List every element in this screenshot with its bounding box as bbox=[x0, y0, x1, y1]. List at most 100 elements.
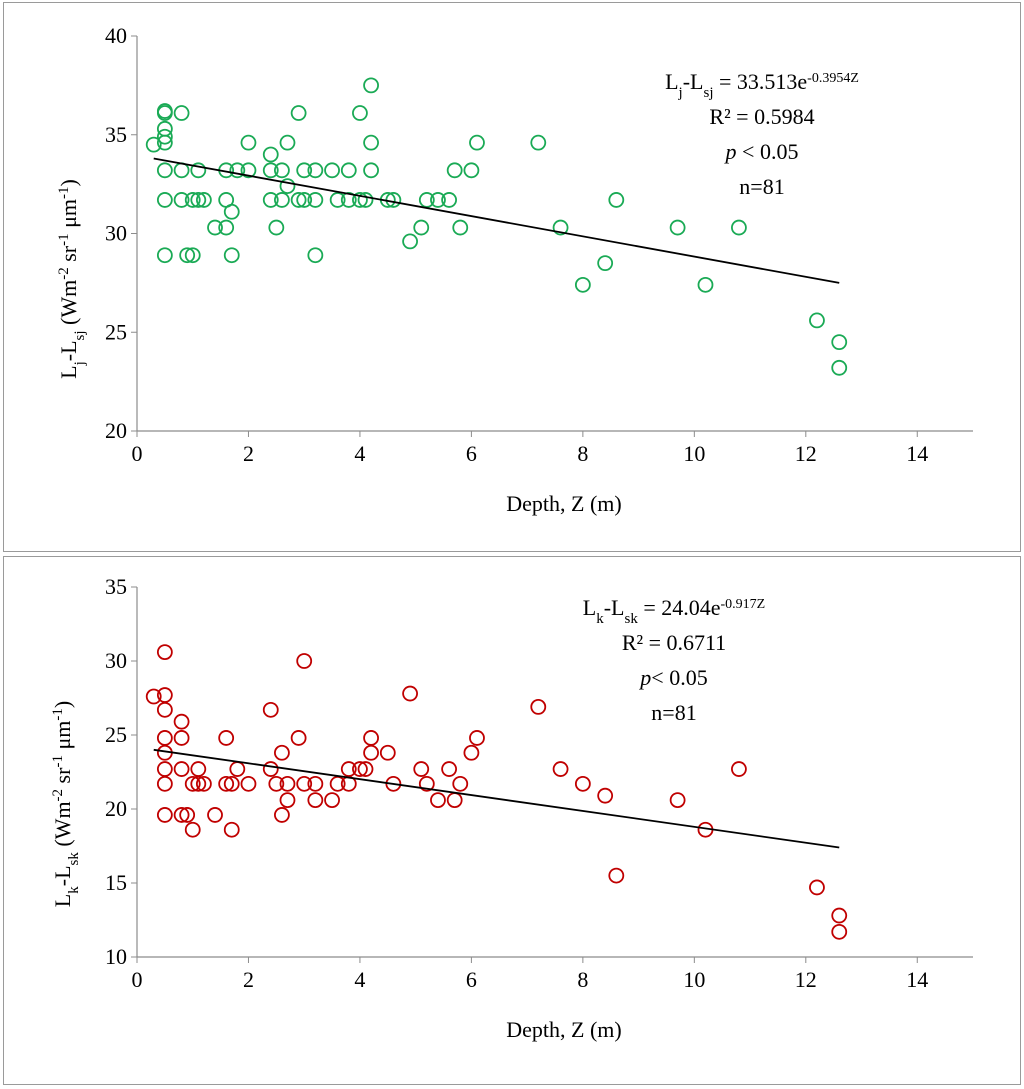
data-point bbox=[296, 653, 313, 669]
data-point bbox=[608, 867, 625, 884]
data-point bbox=[156, 730, 173, 746]
data-point bbox=[274, 162, 290, 179]
ylabel-unit-b: sr bbox=[56, 245, 81, 267]
x-tick-label: 10 bbox=[683, 967, 705, 992]
y-tick-label: 35 bbox=[105, 574, 127, 599]
data-point bbox=[173, 192, 190, 208]
data-point bbox=[190, 775, 207, 792]
data-point bbox=[430, 192, 446, 208]
x-tick-label: 4 bbox=[354, 967, 365, 992]
data-point bbox=[290, 192, 307, 208]
data-point bbox=[262, 761, 279, 777]
data-point bbox=[156, 192, 173, 208]
data-point bbox=[363, 730, 379, 746]
x-tick-label: 6 bbox=[466, 967, 477, 992]
tick-labels: 10 15 20 25 30 35 0 2 4 6 8 10 12 14 bbox=[105, 574, 928, 992]
trend-line bbox=[153, 157, 840, 284]
data-point bbox=[441, 192, 458, 208]
x-tick-label: 6 bbox=[466, 441, 477, 466]
data-point bbox=[156, 105, 173, 121]
data-point bbox=[262, 192, 279, 208]
data-point bbox=[352, 192, 368, 208]
ylabel-unit-a: (Wm bbox=[56, 280, 81, 331]
ylabel-sub2: sj bbox=[72, 330, 88, 340]
ylabel-sup3: -1 bbox=[50, 708, 66, 721]
data-point bbox=[307, 792, 324, 809]
data-point bbox=[831, 923, 848, 940]
ylabel-base: L bbox=[56, 365, 81, 378]
data-point bbox=[402, 685, 418, 702]
data-point bbox=[552, 761, 569, 777]
data-point bbox=[296, 162, 313, 179]
y-tick-label: 30 bbox=[105, 221, 127, 246]
data-point bbox=[173, 761, 190, 777]
annotation: Lk-Lsk = 24.04e-0.917Z R² = 0.6711 p< 0.… bbox=[583, 595, 765, 725]
data-point bbox=[184, 775, 201, 792]
data-point bbox=[363, 77, 379, 94]
ylabel-unit-a: (Wm bbox=[50, 801, 75, 852]
data-point bbox=[831, 359, 848, 376]
r-squared: R² = 0.6711 bbox=[622, 630, 726, 655]
x-axis-label: Depth, Z (m) bbox=[506, 491, 621, 516]
data-point bbox=[179, 247, 196, 264]
chart-panel-bottom: 10 15 20 25 30 35 0 2 4 6 8 10 12 14 Depth, Z (m) Lk-… bbox=[3, 556, 1021, 1085]
data-point bbox=[552, 219, 569, 236]
p-value: p< 0.05 bbox=[638, 665, 707, 690]
data-point bbox=[240, 162, 257, 179]
ylabel-sup1: -2 bbox=[56, 267, 72, 280]
data-point bbox=[413, 761, 430, 777]
y-tick-label: 35 bbox=[105, 122, 127, 147]
data-point bbox=[274, 744, 290, 761]
data-point bbox=[274, 807, 290, 823]
data-point bbox=[340, 162, 357, 179]
data-point bbox=[156, 807, 173, 823]
y-tick-label: 20 bbox=[105, 796, 127, 821]
data-point bbox=[156, 701, 173, 718]
data-point bbox=[156, 120, 173, 137]
data-point bbox=[669, 792, 686, 809]
data-point bbox=[809, 312, 825, 329]
data-point bbox=[608, 192, 625, 208]
y-tick-label: 20 bbox=[105, 418, 127, 443]
data-point bbox=[463, 162, 480, 179]
data-point bbox=[290, 105, 307, 121]
y-tick-label: 25 bbox=[105, 722, 127, 747]
x-tick-label: 10 bbox=[683, 441, 705, 466]
data-point bbox=[190, 162, 207, 179]
x-tick-label: 4 bbox=[354, 441, 365, 466]
data-point bbox=[357, 761, 374, 777]
ylabel-mid: -L bbox=[56, 340, 81, 361]
y-tick-label: 40 bbox=[105, 23, 127, 48]
data-point bbox=[731, 761, 747, 777]
chart-panel-top: 20 25 30 35 40 0 2 4 6 8 10 12 14 Depth, Z (m) Lj-Ls… bbox=[3, 2, 1021, 552]
data-point bbox=[418, 192, 435, 208]
data-point bbox=[223, 821, 240, 838]
data-point bbox=[324, 162, 340, 179]
sample-size: n=81 bbox=[739, 174, 784, 199]
data-point bbox=[279, 178, 296, 195]
data-point bbox=[329, 192, 346, 208]
y-axis-label: Lj-Lsj (Wm-2 sr-1 μm-1) bbox=[56, 179, 88, 379]
data-point bbox=[218, 730, 235, 746]
data-point bbox=[279, 775, 296, 792]
data-point bbox=[340, 192, 357, 208]
x-tick-label: 14 bbox=[906, 967, 928, 992]
data-point bbox=[156, 247, 173, 264]
y-tick-label: 30 bbox=[105, 648, 127, 673]
data-point bbox=[290, 730, 307, 746]
data-point bbox=[731, 219, 747, 236]
y-tick-label: 10 bbox=[105, 944, 127, 969]
data-point bbox=[240, 134, 257, 151]
data-point bbox=[145, 136, 162, 153]
p-value: p < 0.05 bbox=[724, 139, 799, 164]
data-point bbox=[195, 192, 212, 208]
x-tick-label: 0 bbox=[132, 967, 143, 992]
data-point bbox=[831, 907, 848, 924]
data-point bbox=[530, 698, 547, 715]
r-squared: R² = 0.5984 bbox=[709, 104, 814, 129]
data-point bbox=[352, 105, 368, 121]
data-point bbox=[469, 730, 485, 746]
data-point bbox=[173, 713, 190, 730]
